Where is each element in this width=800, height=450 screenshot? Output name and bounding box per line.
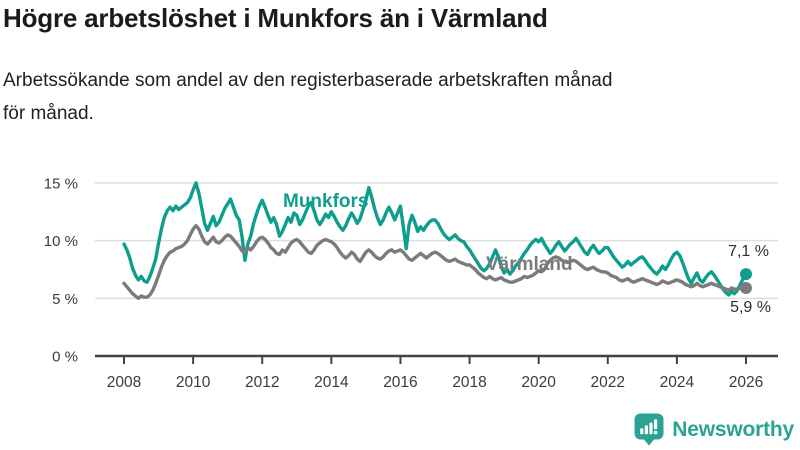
y-tick-label-10: 10 % [44, 233, 78, 250]
x-tick-label-2010: 2010 [176, 374, 211, 391]
x-tick-label-2008: 2008 [107, 374, 141, 391]
x-axis: 2008 2010 2012 2014 2016 2018 2020 2022 2024 2026 [95, 354, 778, 391]
x-tick-label-2014: 2014 [314, 374, 349, 391]
series-lines [122, 181, 752, 300]
varmland-end-value-label: 5,9 % [730, 299, 771, 316]
subtitle-line-2: för månad. [3, 103, 94, 124]
x-tick-label-2020: 2020 [521, 374, 556, 391]
page-title: Högre arbetslöshet i Munkfors än i Värml… [3, 3, 548, 33]
chart-subtitle: Arbetssökande som andel av den registerb… [3, 64, 793, 130]
värmland-line [122, 223, 748, 300]
y-tick-label-0: 0 % [52, 349, 78, 366]
gridlines: 15 % 10 % 5 % 0 % [44, 176, 778, 366]
newsworthy-brand-name: Newsworthy [672, 417, 794, 441]
y-tick-label-5: 5 % [52, 291, 78, 308]
värmland-endpoint-dot [740, 281, 752, 294]
munkfors-line [122, 181, 748, 297]
newsworthy-logo-icon [634, 413, 664, 446]
x-tick-label-2026: 2026 [729, 374, 763, 391]
x-tick-label-2024: 2024 [660, 374, 695, 391]
x-tick-label-2016: 2016 [383, 374, 417, 391]
subtitle-line-1: Arbetssökande som andel av den registerb… [3, 70, 613, 91]
newsworthy-attribution[interactable]: Newsworthy [634, 413, 794, 446]
munkfors-endpoint-dot [740, 268, 752, 281]
munkfors-end-value-label: 7,1 % [728, 243, 769, 260]
x-tick-label-2012: 2012 [245, 374, 279, 391]
varmland-series-label: Värmland [486, 254, 573, 275]
x-tick-label-2018: 2018 [452, 374, 486, 391]
y-tick-label-15: 15 % [44, 176, 78, 193]
x-tick-label-2022: 2022 [591, 374, 625, 391]
munkfors-series-label: Munkfors [283, 191, 369, 212]
